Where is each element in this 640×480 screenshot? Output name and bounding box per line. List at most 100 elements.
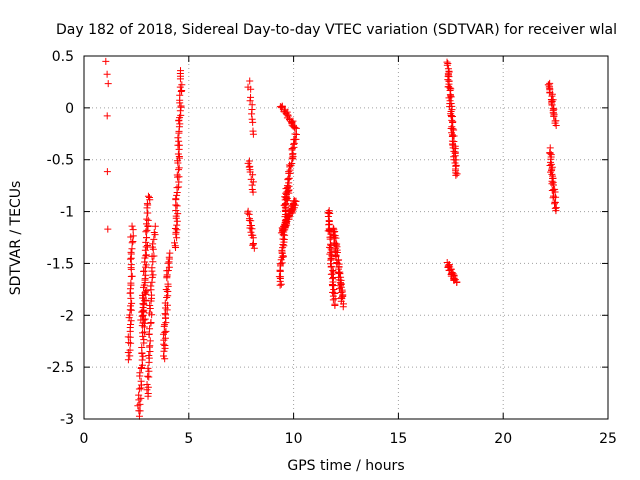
data-point <box>127 248 135 256</box>
data-point <box>166 249 174 257</box>
tick-labels: 0 5 10 15 20 25 0.5 0 -0.5 -1 -1.5 -2 -2.5 -3 <box>47 49 617 447</box>
data-point <box>150 235 158 243</box>
data-point <box>161 334 169 342</box>
data-point <box>249 171 257 179</box>
data-point <box>291 124 299 132</box>
data-point <box>173 221 181 229</box>
data-point <box>176 120 184 128</box>
data-point <box>244 159 252 167</box>
data-point <box>165 253 173 261</box>
data-point <box>247 228 255 236</box>
y-tick-label: 0 <box>65 101 74 117</box>
data-point <box>177 88 185 96</box>
data-point <box>552 207 560 215</box>
data-point <box>128 299 136 307</box>
data-point <box>249 188 257 196</box>
data-point <box>291 130 299 138</box>
data-point <box>246 77 254 85</box>
data-point <box>126 255 134 263</box>
data-point <box>546 149 554 157</box>
x-tick-label: 15 <box>389 431 407 447</box>
data-point <box>103 112 111 120</box>
data-point <box>126 346 134 354</box>
data-point <box>285 211 293 219</box>
data-point <box>149 258 157 266</box>
data-point <box>142 261 150 269</box>
data-point <box>124 356 132 364</box>
data-point <box>284 175 292 183</box>
data-point <box>164 266 172 274</box>
data-point <box>289 150 297 158</box>
data-point <box>150 252 158 260</box>
data-point <box>143 241 151 249</box>
data-point <box>288 145 296 153</box>
data-point <box>331 302 339 310</box>
data-point <box>278 102 286 110</box>
data-point <box>144 216 152 224</box>
data-point <box>138 356 146 364</box>
data-point <box>103 70 111 78</box>
data-point <box>144 372 152 380</box>
data-point <box>128 245 136 253</box>
y-axis-title: SDTVAR / TECUs <box>8 181 24 296</box>
data-point <box>548 170 556 178</box>
chart-title: Day 182 of 2018, Sidereal Day-to-day VTE… <box>56 22 617 38</box>
y-tick-label: -0.5 <box>47 153 74 169</box>
data-point <box>277 260 285 268</box>
data-point <box>126 333 134 341</box>
data-point <box>143 226 151 234</box>
data-point <box>146 305 154 313</box>
data-point <box>277 280 285 288</box>
data-point <box>328 255 336 263</box>
data-point <box>548 90 556 98</box>
data-point <box>290 197 298 205</box>
data-point <box>162 327 170 335</box>
data-point <box>162 311 170 319</box>
data-point <box>248 225 256 233</box>
data-point <box>164 259 172 267</box>
data-point <box>328 275 336 283</box>
data-point <box>173 202 181 210</box>
data-point <box>146 302 154 310</box>
data-point <box>145 309 153 317</box>
data-point <box>332 252 340 260</box>
data-point <box>249 178 257 186</box>
data-point <box>336 270 344 278</box>
data-point <box>135 391 143 399</box>
data-point <box>142 251 150 259</box>
data-point <box>444 76 452 84</box>
data-point <box>174 134 182 142</box>
data-point <box>175 173 183 181</box>
data-point <box>138 308 146 316</box>
data-point <box>142 271 150 279</box>
data-point <box>453 278 461 286</box>
data-point <box>175 164 183 172</box>
data-point <box>453 170 461 178</box>
data-point <box>127 279 135 287</box>
data-point <box>140 267 148 275</box>
data-point <box>173 234 181 242</box>
x-tick-label: 20 <box>494 431 512 447</box>
data-point <box>447 93 455 101</box>
data-point <box>174 141 182 149</box>
data-point <box>174 210 182 218</box>
data-point <box>244 209 252 217</box>
data-point <box>282 190 290 198</box>
data-point <box>282 185 290 193</box>
grid-layer <box>84 56 608 419</box>
data-point <box>327 263 335 271</box>
data-point <box>551 188 559 196</box>
data-point <box>451 152 459 160</box>
data-point <box>161 341 169 349</box>
data-point <box>329 266 337 274</box>
data-point <box>250 244 258 252</box>
data-point <box>143 381 151 389</box>
data-point <box>249 130 257 138</box>
data-point <box>127 320 135 328</box>
y-tick-label: -1.5 <box>47 256 74 272</box>
y-tick-label: -1 <box>60 205 74 221</box>
data-point <box>142 288 149 296</box>
data-point <box>550 112 558 120</box>
y-tick-label: 0.5 <box>52 49 74 65</box>
data-point <box>292 130 300 138</box>
